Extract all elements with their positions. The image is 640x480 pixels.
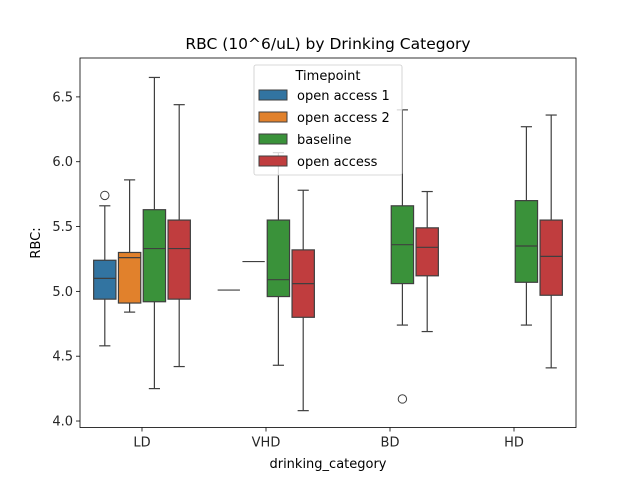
legend-entry-label: open access xyxy=(297,155,378,170)
legend: Timepoint open access 1 open access 2 base… xyxy=(253,64,403,176)
outlier-point xyxy=(397,394,408,404)
box xyxy=(117,251,142,304)
x-tick-label: BD xyxy=(381,436,400,451)
box xyxy=(266,219,291,298)
box xyxy=(415,227,439,277)
x-tick-label: LD xyxy=(133,436,150,451)
legend-swatch xyxy=(258,133,288,145)
y-tick-label: 5.0 xyxy=(52,285,73,300)
x-axis-label: drinking_category xyxy=(269,457,386,472)
y-tick-label: 4.5 xyxy=(52,350,73,365)
axes: 4.0 4.5 5.0 5.5 6.0 6.5 LD VHD BD HD xyxy=(52,90,524,450)
legend-entry-label: open access 1 xyxy=(297,89,390,104)
legend-entry-label: baseline xyxy=(297,133,351,148)
box xyxy=(167,219,191,300)
plot-frame xyxy=(79,57,577,428)
y-tick-label: 6.5 xyxy=(52,90,73,105)
plot-area xyxy=(93,76,563,412)
chart-title: RBC (10^6/uL) by Drinking Category xyxy=(185,35,470,53)
outlier-point xyxy=(100,190,110,201)
legend-swatch xyxy=(258,89,288,101)
y-tick-label: 4.0 xyxy=(52,415,73,430)
legend-title: Timepoint xyxy=(295,69,361,84)
y-tick-label: 6.0 xyxy=(52,155,73,170)
legend-swatch xyxy=(258,155,288,167)
legend-swatch xyxy=(258,111,288,123)
y-axis-label: RBC: xyxy=(29,227,44,258)
box xyxy=(142,209,167,303)
y-tick-label: 5.5 xyxy=(52,220,73,235)
x-tick-label: VHD xyxy=(252,436,281,451)
box xyxy=(514,200,539,283)
x-tick-label: HD xyxy=(504,436,524,451)
legend-frame xyxy=(253,64,403,176)
box xyxy=(539,219,563,296)
legend-entry-label: open access 2 xyxy=(297,111,390,126)
box xyxy=(93,259,117,300)
